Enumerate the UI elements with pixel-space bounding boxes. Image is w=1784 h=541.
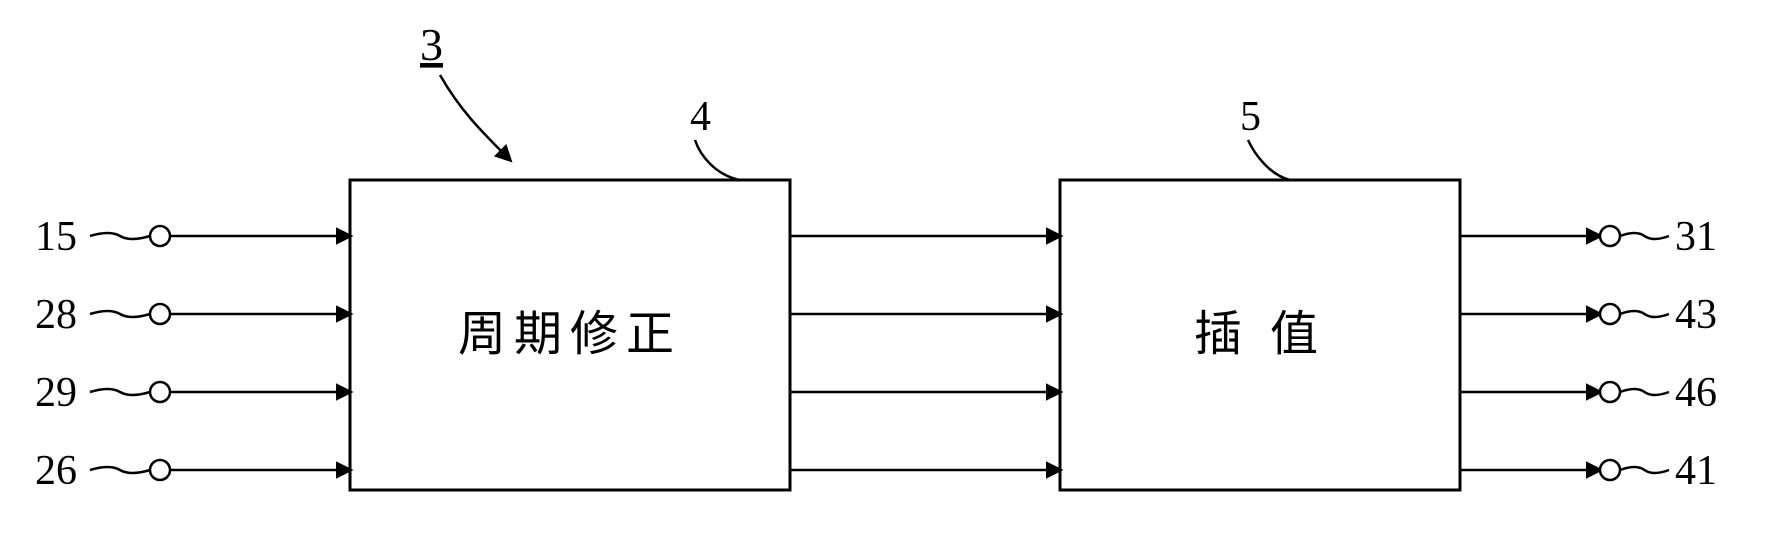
input-squiggle-1 [90, 311, 150, 317]
block-b5-text: 插 值 [1194, 308, 1326, 361]
block-b4-text: 周期修正 [458, 308, 682, 361]
block-b4-ref: 4 [690, 94, 711, 140]
input-terminal-0 [150, 226, 170, 246]
input-terminal-3 [150, 460, 170, 480]
output-squiggle-1 [1620, 311, 1669, 317]
output-terminal-2 [1600, 382, 1620, 402]
output-squiggle-0 [1620, 233, 1669, 239]
output-label-1: 43 [1675, 292, 1717, 338]
output-label-0: 31 [1675, 214, 1717, 260]
input-terminal-2 [150, 382, 170, 402]
input-squiggle-0 [90, 233, 150, 239]
output-terminal-1 [1600, 304, 1620, 324]
group-ref-leader [440, 75, 510, 160]
input-label-2: 29 [35, 370, 77, 416]
output-label-2: 46 [1675, 370, 1717, 416]
input-label-1: 28 [35, 292, 77, 338]
input-squiggle-2 [90, 389, 150, 395]
output-terminal-0 [1600, 226, 1620, 246]
input-squiggle-3 [90, 467, 150, 473]
output-squiggle-2 [1620, 389, 1669, 395]
block-b4-ref-leader [695, 140, 740, 180]
input-terminal-1 [150, 304, 170, 324]
output-squiggle-3 [1620, 467, 1669, 473]
input-label-3: 26 [35, 448, 77, 494]
group-ref-label: 3 [420, 19, 443, 70]
block-b5-ref: 5 [1240, 94, 1261, 140]
output-label-3: 41 [1675, 448, 1717, 494]
input-label-0: 15 [35, 214, 77, 260]
block-b5-ref-leader [1248, 140, 1290, 180]
output-terminal-3 [1600, 460, 1620, 480]
